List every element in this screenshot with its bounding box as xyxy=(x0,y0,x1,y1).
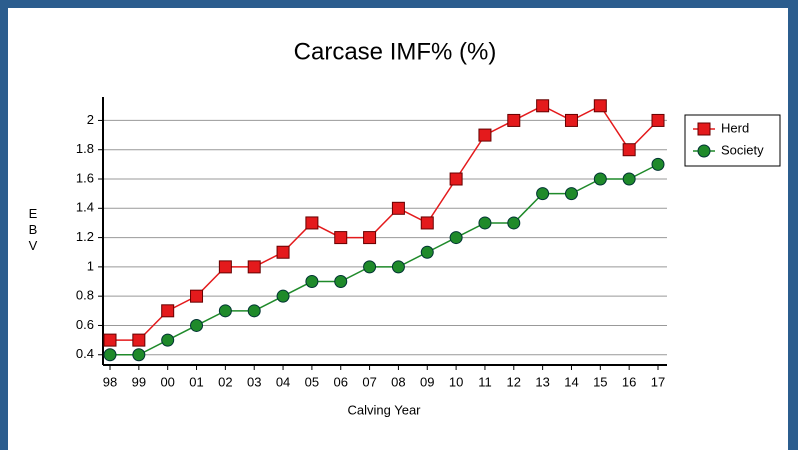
marker xyxy=(420,216,434,230)
marker xyxy=(536,99,550,113)
marker xyxy=(218,260,232,274)
marker xyxy=(622,143,636,157)
marker xyxy=(593,99,607,113)
marker xyxy=(334,231,348,245)
y-tick-label: 1.6 xyxy=(76,170,94,185)
x-tick-label: 16 xyxy=(622,374,636,389)
marker xyxy=(247,260,261,274)
marker xyxy=(478,128,492,142)
x-tick-label: 09 xyxy=(420,374,434,389)
marker xyxy=(276,245,290,259)
x-tick-label: 05 xyxy=(305,374,319,389)
marker xyxy=(507,113,521,127)
y-tick-label: 1.8 xyxy=(76,141,94,156)
y-tick-label: 0.8 xyxy=(76,288,94,303)
x-tick-label: 10 xyxy=(449,374,463,389)
marker xyxy=(161,333,175,347)
x-tick-label: 99 xyxy=(132,374,146,389)
x-tick-label: 98 xyxy=(103,374,117,389)
marker xyxy=(276,289,290,303)
marker xyxy=(305,216,319,230)
marker xyxy=(363,260,377,274)
y-tick-label: 1 xyxy=(87,258,94,273)
x-tick-label: 03 xyxy=(247,374,261,389)
marker xyxy=(103,348,117,362)
marker xyxy=(334,275,348,289)
x-tick-label: 11 xyxy=(478,374,492,389)
marker xyxy=(507,216,521,230)
marker xyxy=(391,201,405,215)
x-tick-label: 13 xyxy=(535,374,549,389)
marker xyxy=(449,231,463,245)
marker xyxy=(161,304,175,318)
y-tick-label: 0.6 xyxy=(76,317,94,332)
y-tick-label: 1.2 xyxy=(76,229,94,244)
legend-label: Society xyxy=(721,142,764,157)
x-tick-label: 17 xyxy=(651,374,665,389)
marker xyxy=(420,245,434,259)
marker xyxy=(622,172,636,186)
x-tick-label: 04 xyxy=(276,374,290,389)
marker xyxy=(478,216,492,230)
x-tick-label: 00 xyxy=(160,374,174,389)
y-tick-label: 1.4 xyxy=(76,200,94,215)
marker xyxy=(593,172,607,186)
legend-label: Herd xyxy=(721,120,749,135)
marker xyxy=(363,231,377,245)
marker xyxy=(247,304,261,318)
marker xyxy=(132,333,146,347)
marker xyxy=(132,348,146,362)
marker xyxy=(651,157,665,171)
marker xyxy=(697,144,711,158)
y-tick-label: 2 xyxy=(87,112,94,127)
x-tick-label: 02 xyxy=(218,374,232,389)
chart-title: Carcase IMF% (%) xyxy=(294,38,497,65)
x-tick-label: 07 xyxy=(362,374,376,389)
x-tick-label: 12 xyxy=(507,374,521,389)
marker xyxy=(536,187,550,201)
panel xyxy=(8,8,788,450)
marker xyxy=(697,122,711,136)
x-tick-label: 15 xyxy=(593,374,607,389)
x-tick-label: 06 xyxy=(334,374,348,389)
marker xyxy=(190,318,204,332)
marker xyxy=(651,113,665,127)
marker xyxy=(564,113,578,127)
x-tick-label: 01 xyxy=(189,374,203,389)
marker xyxy=(449,172,463,186)
x-axis-label: Calving Year xyxy=(348,402,422,417)
marker xyxy=(103,333,117,347)
x-tick-label: 08 xyxy=(391,374,405,389)
y-tick-label: 0.4 xyxy=(76,346,94,361)
marker xyxy=(391,260,405,274)
x-tick-label: 14 xyxy=(564,374,578,389)
marker xyxy=(218,304,232,318)
marker xyxy=(305,275,319,289)
y-axis-label: EBV xyxy=(28,206,38,253)
marker xyxy=(564,187,578,201)
marker xyxy=(190,289,204,303)
